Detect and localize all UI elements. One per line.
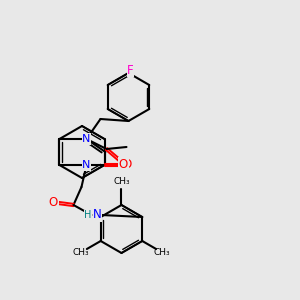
Text: H: H <box>84 210 92 220</box>
Text: N: N <box>82 134 91 144</box>
Text: O: O <box>123 158 132 172</box>
Text: CH₃: CH₃ <box>73 248 89 257</box>
Text: O: O <box>119 158 128 170</box>
Text: N: N <box>82 160 91 170</box>
Text: CH₃: CH₃ <box>154 248 170 257</box>
Text: CH₃: CH₃ <box>113 178 130 187</box>
Text: O: O <box>49 196 58 209</box>
Text: N: N <box>93 208 102 221</box>
Text: F: F <box>127 64 134 76</box>
